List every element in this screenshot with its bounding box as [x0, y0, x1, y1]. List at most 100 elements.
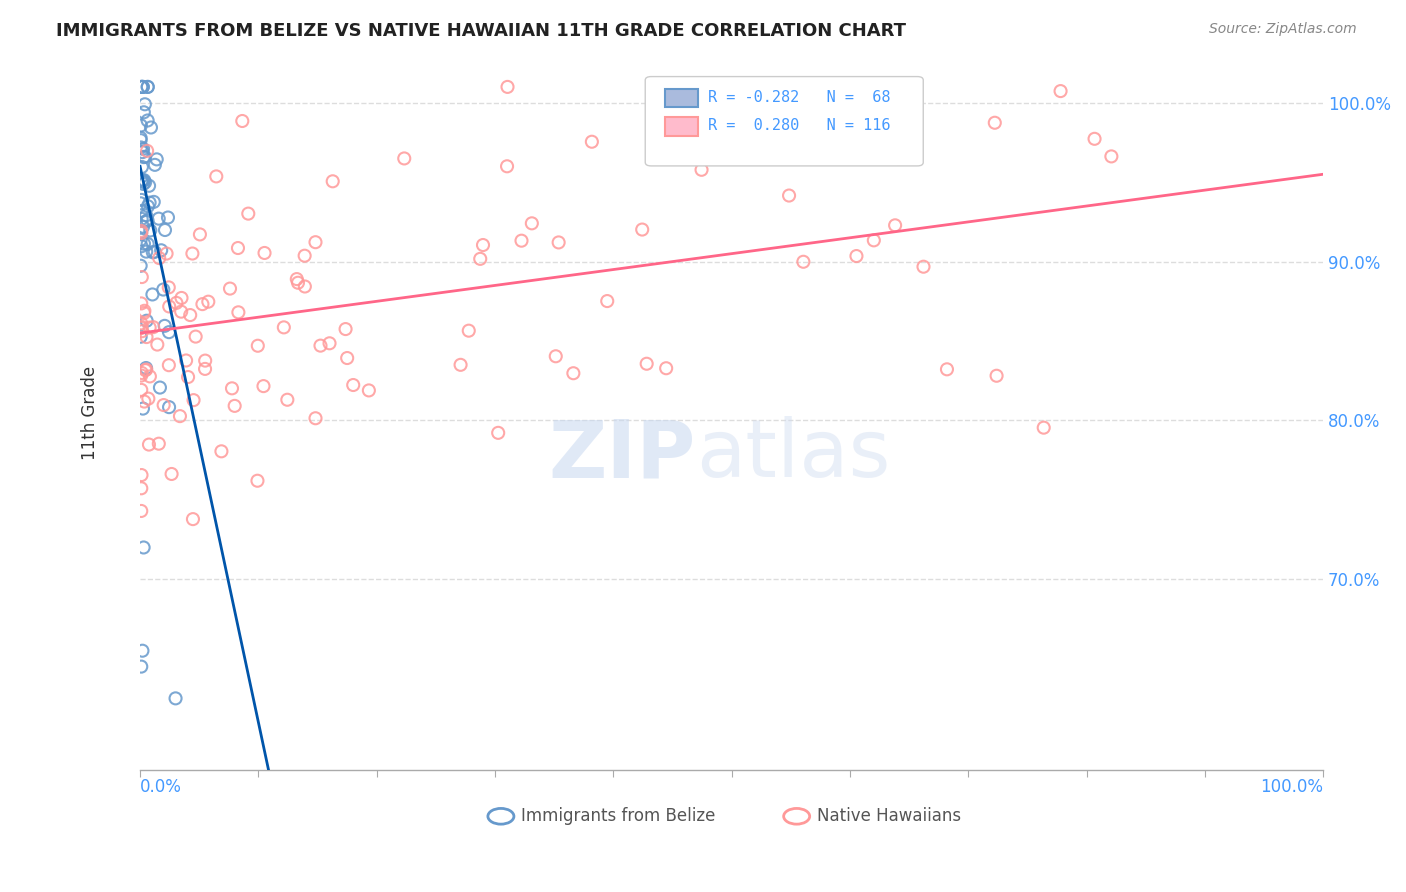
Point — [136, 79, 159, 94]
Point — [129, 329, 152, 343]
Point — [228, 305, 250, 319]
Point — [131, 79, 153, 94]
Point — [145, 153, 167, 167]
Point — [174, 353, 197, 368]
Point — [912, 260, 935, 274]
Point — [224, 399, 246, 413]
Point — [142, 245, 165, 260]
Point — [138, 178, 160, 193]
Point — [132, 150, 155, 164]
Text: R =  0.280   N = 116: R = 0.280 N = 116 — [709, 119, 890, 134]
Point — [138, 392, 160, 406]
Point — [887, 151, 910, 165]
Text: IMMIGRANTS FROM BELIZE VS NATIVE HAWAIIAN 11TH GRADE CORRELATION CHART: IMMIGRANTS FROM BELIZE VS NATIVE HAWAIIA… — [56, 22, 907, 40]
Point — [142, 320, 165, 334]
Point — [136, 236, 159, 251]
Point — [792, 254, 814, 268]
Point — [131, 366, 153, 380]
Text: R = -0.282   N =  68: R = -0.282 N = 68 — [709, 90, 890, 104]
Point — [221, 381, 243, 395]
Point — [205, 169, 228, 184]
Point — [631, 222, 654, 236]
Point — [131, 211, 153, 226]
Point — [342, 378, 364, 392]
Point — [636, 357, 658, 371]
Point — [129, 226, 152, 240]
Point — [129, 383, 152, 397]
Point — [129, 321, 152, 335]
Point — [132, 219, 155, 234]
Point — [129, 140, 152, 154]
Point — [132, 401, 155, 416]
Point — [183, 393, 205, 408]
Point — [184, 329, 207, 343]
Point — [690, 162, 713, 177]
Point — [136, 213, 159, 227]
Point — [157, 325, 180, 339]
Point — [156, 211, 179, 225]
Point — [129, 226, 152, 240]
Point — [131, 79, 153, 94]
Point — [131, 468, 153, 483]
Point — [149, 380, 172, 394]
Point — [294, 249, 316, 263]
Point — [450, 358, 472, 372]
Point — [131, 79, 153, 94]
Point — [143, 158, 166, 172]
Point — [336, 351, 359, 365]
Point — [135, 214, 157, 228]
Point — [131, 145, 153, 160]
Point — [273, 320, 295, 334]
Point — [132, 306, 155, 320]
FancyBboxPatch shape — [665, 88, 699, 107]
Point — [357, 384, 380, 398]
Point — [457, 324, 479, 338]
Point — [139, 120, 162, 135]
Point — [197, 294, 219, 309]
Text: Immigrants from Belize: Immigrants from Belize — [522, 807, 716, 825]
Point — [544, 349, 567, 363]
Point — [838, 79, 860, 94]
Point — [884, 219, 907, 233]
Point — [134, 363, 156, 377]
Point — [129, 368, 152, 383]
Point — [496, 79, 519, 94]
Point — [157, 400, 180, 414]
Point — [132, 173, 155, 187]
Point — [510, 234, 533, 248]
Point — [129, 317, 152, 331]
Point — [155, 246, 177, 260]
Point — [177, 370, 200, 384]
Point — [143, 244, 166, 259]
Point — [138, 320, 160, 334]
Point — [1032, 420, 1054, 434]
Point — [152, 283, 174, 297]
Point — [153, 223, 176, 237]
Point — [285, 272, 308, 286]
Point — [135, 208, 157, 222]
Text: Source: ZipAtlas.com: Source: ZipAtlas.com — [1209, 22, 1357, 37]
Text: 0.0%: 0.0% — [141, 778, 181, 796]
Point — [194, 353, 217, 368]
Point — [472, 238, 495, 252]
Point — [188, 227, 211, 242]
Point — [238, 206, 260, 220]
Point — [134, 303, 156, 318]
Point — [870, 150, 893, 164]
Point — [936, 362, 959, 376]
Point — [136, 199, 159, 213]
Text: 100.0%: 100.0% — [1260, 778, 1323, 796]
Point — [1049, 84, 1071, 98]
Point — [986, 368, 1008, 383]
Point — [394, 152, 416, 166]
Point — [129, 119, 152, 133]
Point — [131, 174, 153, 188]
Point — [131, 324, 153, 338]
Point — [335, 322, 357, 336]
Point — [129, 196, 152, 211]
Point — [169, 409, 191, 424]
Point — [139, 223, 162, 237]
Point — [129, 481, 152, 495]
Point — [294, 279, 316, 293]
Text: ZIP: ZIP — [548, 417, 696, 494]
